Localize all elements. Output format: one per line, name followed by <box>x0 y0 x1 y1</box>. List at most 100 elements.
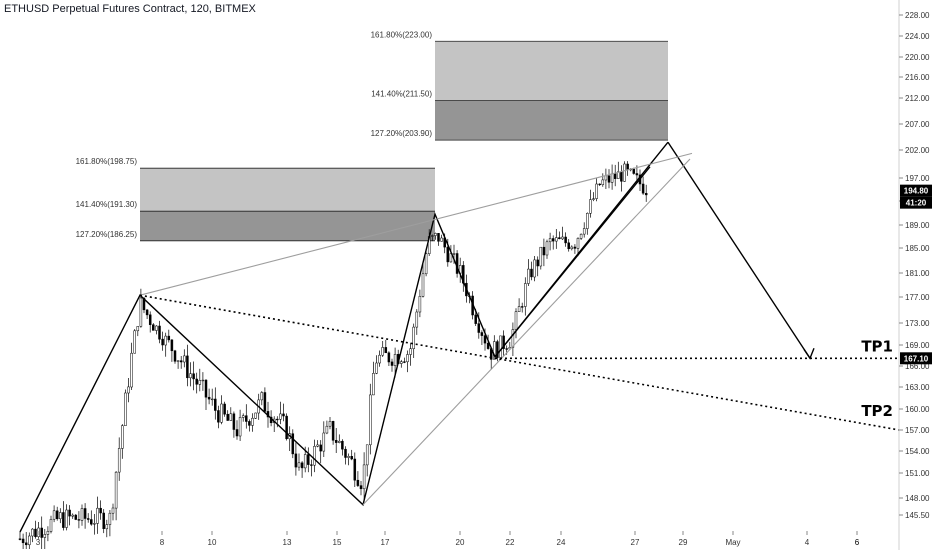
candle-body <box>223 403 226 415</box>
candle-body <box>548 238 552 243</box>
countdown-badge-text: 41:20 <box>906 199 927 208</box>
candle-body <box>613 173 617 179</box>
candle-body <box>139 297 143 327</box>
candle-body <box>170 339 174 352</box>
candle-body <box>80 508 84 521</box>
candle-body <box>424 253 428 275</box>
fib-level-label: 141.40%(191.30) <box>76 200 138 209</box>
countdown-badge <box>900 196 932 209</box>
candle-body <box>558 237 561 240</box>
y-tick-label: 163.00 <box>905 383 930 392</box>
candle-body <box>90 519 93 525</box>
annotations: TP1 TP2 194.80 41:20 167.10 <box>861 184 932 420</box>
candle-body <box>319 444 322 452</box>
candle-body <box>499 335 502 358</box>
tp2-label: TP2 <box>861 402 893 420</box>
x-tick-label: 27 <box>631 538 640 547</box>
candle-body <box>496 341 499 358</box>
candle-body <box>31 528 34 537</box>
pattern-lines <box>19 141 900 533</box>
candle-body <box>328 421 332 427</box>
projection-arrowhead <box>803 348 815 360</box>
last-price-badge <box>900 184 932 197</box>
candle-body <box>217 410 220 423</box>
y-tick-label: 157.00 <box>905 426 930 435</box>
fib-zone-lower <box>140 211 435 241</box>
candle-body <box>173 350 177 362</box>
candle-body <box>390 361 394 366</box>
candle-body <box>440 237 443 242</box>
candle-body <box>34 528 37 537</box>
y-tick-label: 151.00 <box>905 469 930 478</box>
candle-body <box>434 233 437 236</box>
candle-body <box>77 519 81 521</box>
candle-body <box>644 193 648 196</box>
fib-level-label: 127.20%(186.25) <box>76 230 138 239</box>
candle-body <box>589 199 592 214</box>
candle-body <box>421 273 425 297</box>
candle-body <box>300 462 304 469</box>
x-tick-label: May <box>725 538 740 547</box>
candle-body <box>59 512 62 520</box>
candle-body <box>362 464 366 490</box>
x-tick-label: 13 <box>283 538 292 547</box>
candle-body <box>626 163 629 170</box>
fib-level-label: 127.20%(203.90) <box>371 129 433 138</box>
candle-body <box>263 392 267 412</box>
candle-body <box>406 354 409 363</box>
candle-body <box>474 314 477 324</box>
candle-body <box>297 462 301 468</box>
candle-body <box>220 403 223 423</box>
y-tick-label: 189.00 <box>905 221 930 230</box>
candle-body <box>86 518 90 520</box>
y-tick-label: 207.00 <box>905 120 930 129</box>
candle-body <box>564 236 567 244</box>
candle-body <box>524 283 527 307</box>
candle-body <box>412 326 415 349</box>
candle-body <box>632 168 636 174</box>
candle-body <box>291 433 295 455</box>
candle-body <box>96 507 99 524</box>
candle-body <box>189 373 192 379</box>
candle-body <box>384 347 388 354</box>
candle-body <box>133 330 136 354</box>
candle-body <box>229 413 233 421</box>
candle-body <box>511 329 515 348</box>
y-tick-label: 173.00 <box>905 319 930 328</box>
fib-zone-upper <box>140 168 435 212</box>
candle-body <box>601 179 605 185</box>
candle-body <box>74 514 78 520</box>
projection-line <box>667 141 811 359</box>
y-tick-label: 181.00 <box>905 269 930 278</box>
candle-body <box>446 246 450 263</box>
candle-body <box>334 440 338 443</box>
candle-body <box>260 392 264 401</box>
candle-body <box>276 418 279 421</box>
candle-body <box>331 421 335 441</box>
y-tick-label: 185.00 <box>905 244 930 253</box>
candle-body <box>542 246 546 256</box>
candle-body <box>573 246 577 249</box>
candle-body <box>586 213 589 229</box>
candle-body <box>117 448 121 473</box>
candle-body <box>527 268 530 284</box>
candle-body <box>121 425 124 449</box>
candle-body <box>152 324 155 331</box>
candle-body <box>158 325 161 340</box>
candle-body <box>551 238 555 242</box>
y-tick-label: 212.00 <box>905 94 930 103</box>
x-tick-label: 24 <box>557 538 566 547</box>
candle-body <box>164 335 167 346</box>
candle-body <box>418 296 422 313</box>
candle-body <box>226 413 229 421</box>
candle-body <box>254 412 257 419</box>
y-tick-label: 145.50 <box>905 511 930 520</box>
y-tick-label: 202.00 <box>905 146 930 155</box>
candle-body <box>378 354 381 364</box>
target-price-badge-text: 167.10 <box>904 354 929 363</box>
candle-body <box>576 238 580 249</box>
candle-body <box>415 311 419 328</box>
candle-body <box>381 347 384 356</box>
candle-body <box>21 538 25 544</box>
